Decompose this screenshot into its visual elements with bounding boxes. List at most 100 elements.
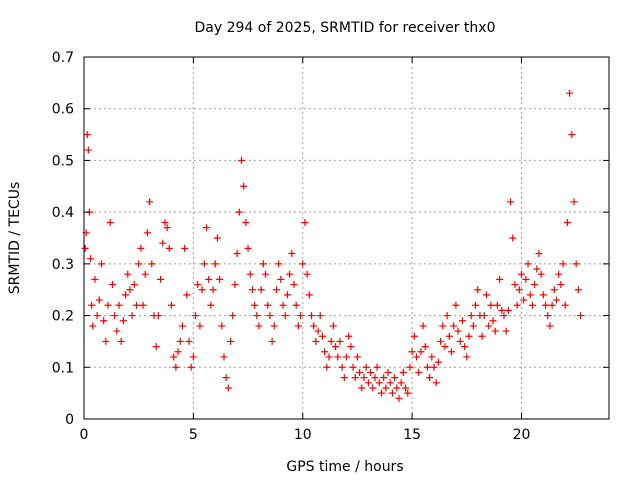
data-point: [262, 270, 270, 278]
data-point: [259, 260, 267, 268]
data-point: [555, 270, 563, 278]
data-point: [211, 260, 219, 268]
data-point: [559, 260, 567, 268]
y-tick-label: 0: [65, 412, 74, 428]
data-point: [224, 384, 232, 392]
data-point: [533, 265, 541, 273]
data-point: [356, 368, 364, 376]
data-point: [111, 312, 119, 320]
data-point: [137, 244, 145, 252]
data-point: [338, 363, 346, 371]
data-point: [100, 317, 108, 325]
data-point: [93, 312, 101, 320]
data-point: [577, 312, 585, 320]
data-point: [102, 337, 110, 345]
y-axis-label: SRMTID / TECUs: [7, 182, 23, 295]
data-point: [87, 255, 95, 263]
data-point: [294, 322, 302, 330]
data-point: [91, 275, 99, 283]
data-point: [240, 182, 248, 190]
data-point: [233, 250, 241, 258]
data-point: [283, 291, 291, 299]
data-point: [209, 286, 217, 294]
data-point: [542, 301, 550, 309]
data-point: [146, 198, 154, 206]
data-point: [434, 358, 442, 366]
data-point: [159, 239, 167, 247]
x-tick-label: 0: [80, 427, 89, 443]
data-point: [288, 250, 296, 258]
data-point: [395, 394, 403, 402]
data-point: [148, 260, 156, 268]
data-point: [520, 296, 528, 304]
data-point: [511, 281, 519, 289]
data-point: [544, 312, 552, 320]
data-point: [334, 353, 342, 361]
y-tick-label: 0.2: [52, 309, 74, 325]
data-point: [321, 348, 329, 356]
data-point: [513, 301, 521, 309]
data-point: [192, 312, 200, 320]
data-point: [378, 389, 385, 397]
data-point: [452, 301, 460, 309]
data-point: [207, 301, 215, 309]
data-point: [268, 337, 276, 345]
data-point: [419, 322, 427, 330]
data-point: [310, 322, 318, 330]
data-point: [95, 296, 103, 304]
data-point: [163, 224, 171, 232]
data-point: [349, 363, 357, 371]
data-point: [277, 275, 285, 283]
data-point: [461, 343, 469, 351]
data-point: [463, 353, 471, 361]
data-point: [467, 312, 475, 320]
data-point: [117, 337, 125, 345]
data-point: [568, 131, 576, 139]
data-point: [323, 363, 331, 371]
data-point: [375, 379, 383, 387]
data-point: [531, 281, 539, 289]
data-point: [189, 353, 197, 361]
data-point: [248, 286, 256, 294]
data-point: [143, 229, 151, 237]
data-point: [130, 281, 138, 289]
data-point: [509, 234, 517, 242]
data-point: [402, 384, 410, 392]
data-point: [351, 374, 359, 382]
data-point: [487, 301, 495, 309]
data-point: [316, 312, 324, 320]
data-point: [84, 146, 92, 154]
data-point: [231, 281, 239, 289]
data-point: [152, 343, 160, 351]
data-point: [83, 131, 91, 139]
data-point: [178, 322, 186, 330]
data-point: [168, 301, 175, 309]
data-point: [428, 353, 436, 361]
data-point: [524, 260, 532, 268]
x-tick-label: 5: [189, 427, 198, 443]
data-point: [489, 317, 497, 325]
y-tick-label: 0.4: [52, 205, 74, 221]
data-point: [327, 337, 335, 345]
data-point: [574, 286, 582, 294]
data-point: [478, 332, 486, 340]
data-point: [373, 363, 381, 371]
data-point: [539, 291, 547, 299]
data-point: [242, 218, 250, 226]
data-point: [133, 301, 140, 309]
data-point: [336, 337, 344, 345]
data-point: [388, 389, 396, 397]
data-point: [557, 281, 565, 289]
data-point: [81, 244, 89, 252]
data-point: [347, 343, 355, 351]
data-point: [498, 306, 506, 314]
data-point: [246, 270, 254, 278]
data-point: [332, 343, 340, 351]
data-point: [200, 260, 208, 268]
data-point: [458, 317, 466, 325]
data-point: [491, 327, 499, 335]
data-point: [299, 260, 307, 268]
data-point: [196, 322, 204, 330]
data-point: [384, 368, 392, 376]
data-point: [364, 379, 372, 387]
